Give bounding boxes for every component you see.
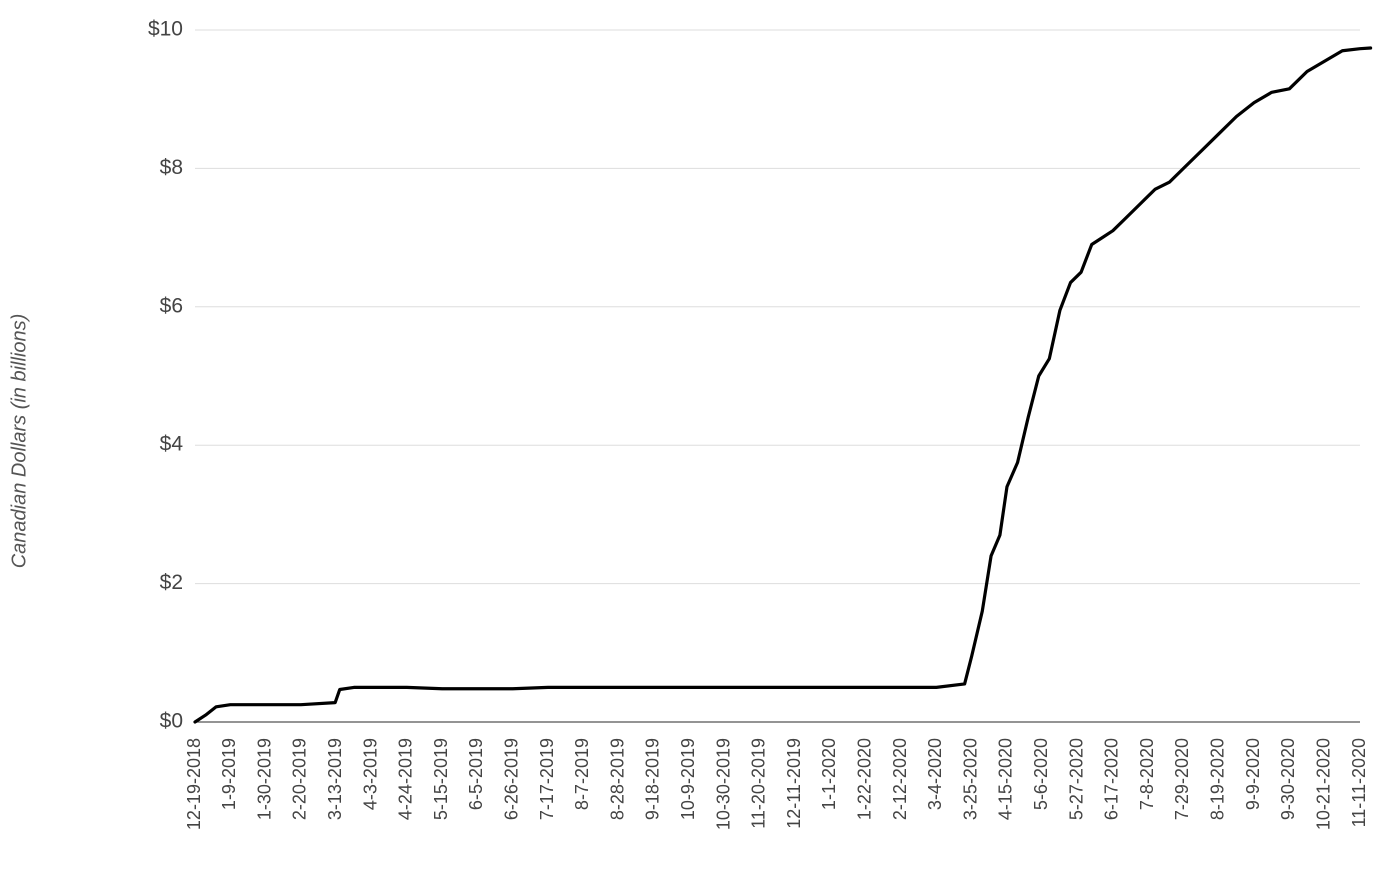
x-tick-label: 2-12-2020 [890, 738, 910, 820]
x-tick-label: 4-24-2019 [396, 738, 416, 820]
x-tick-label: 3-4-2020 [925, 738, 945, 810]
y-tick-label: $10 [148, 18, 183, 41]
x-tick-label: 9-9-2020 [1243, 738, 1263, 810]
x-tick-label: 7-17-2019 [537, 738, 557, 820]
y-axis-label: Canadian Dollars (in billions) [9, 314, 32, 569]
x-tick-label: 10-9-2019 [678, 738, 698, 820]
x-tick-label: 1-22-2020 [855, 738, 875, 820]
x-tick-label: 4-3-2019 [360, 738, 380, 810]
y-tick-label: $4 [160, 433, 184, 456]
y-tick-label: $2 [160, 571, 183, 594]
x-tick-label: 12-19-2018 [184, 738, 204, 830]
y-tick-label: $8 [160, 156, 183, 179]
x-tick-label: 5-15-2019 [431, 738, 451, 820]
series-line [195, 48, 1371, 722]
x-tick-label: 5-6-2020 [1031, 738, 1051, 810]
x-tick-label: 5-27-2020 [1066, 738, 1086, 820]
x-tick-label: 10-21-2020 [1313, 738, 1333, 830]
x-tick-label: 9-18-2019 [643, 738, 663, 820]
x-tick-label: 12-11-2019 [784, 738, 804, 829]
x-tick-label: 10-30-2019 [713, 738, 733, 830]
x-tick-label: 9-30-2020 [1278, 738, 1298, 820]
x-tick-label: 8-7-2019 [572, 738, 592, 810]
x-tick-label: 3-13-2019 [325, 738, 345, 820]
x-tick-label: 1-30-2019 [254, 738, 274, 820]
chart-svg: $0 $2 $4 $6 $8 $10 12-19-2018 1-9-2019 1-30-2019… [0, 0, 1382, 882]
x-tick-label: 6-5-2019 [466, 738, 486, 810]
x-tick-label: 8-19-2020 [1208, 738, 1228, 820]
x-tick-label: 6-17-2020 [1102, 738, 1122, 820]
x-tick-label: 8-28-2019 [607, 738, 627, 820]
x-tick-label: 11-11-2020 [1349, 738, 1369, 827]
y-tick-label: $0 [160, 710, 183, 733]
x-tick-label: 7-29-2020 [1172, 738, 1192, 820]
x-tick-label: 7-8-2020 [1137, 738, 1157, 810]
x-tick-label: 1-9-2019 [219, 738, 239, 810]
x-tick-label: 1-1-2020 [819, 738, 839, 810]
x-tick-label: 3-25-2020 [960, 738, 980, 820]
line-chart: Canadian Dollars (in billions) $0$2$4$6$… [0, 0, 1382, 882]
x-tick-label: 11-20-2019 [749, 738, 769, 829]
y-tick-label: $6 [160, 294, 183, 317]
x-tick-label: 6-26-2019 [501, 738, 521, 820]
x-tick-label: 2-20-2019 [290, 738, 310, 820]
x-tick-label: 4-15-2020 [996, 738, 1016, 820]
